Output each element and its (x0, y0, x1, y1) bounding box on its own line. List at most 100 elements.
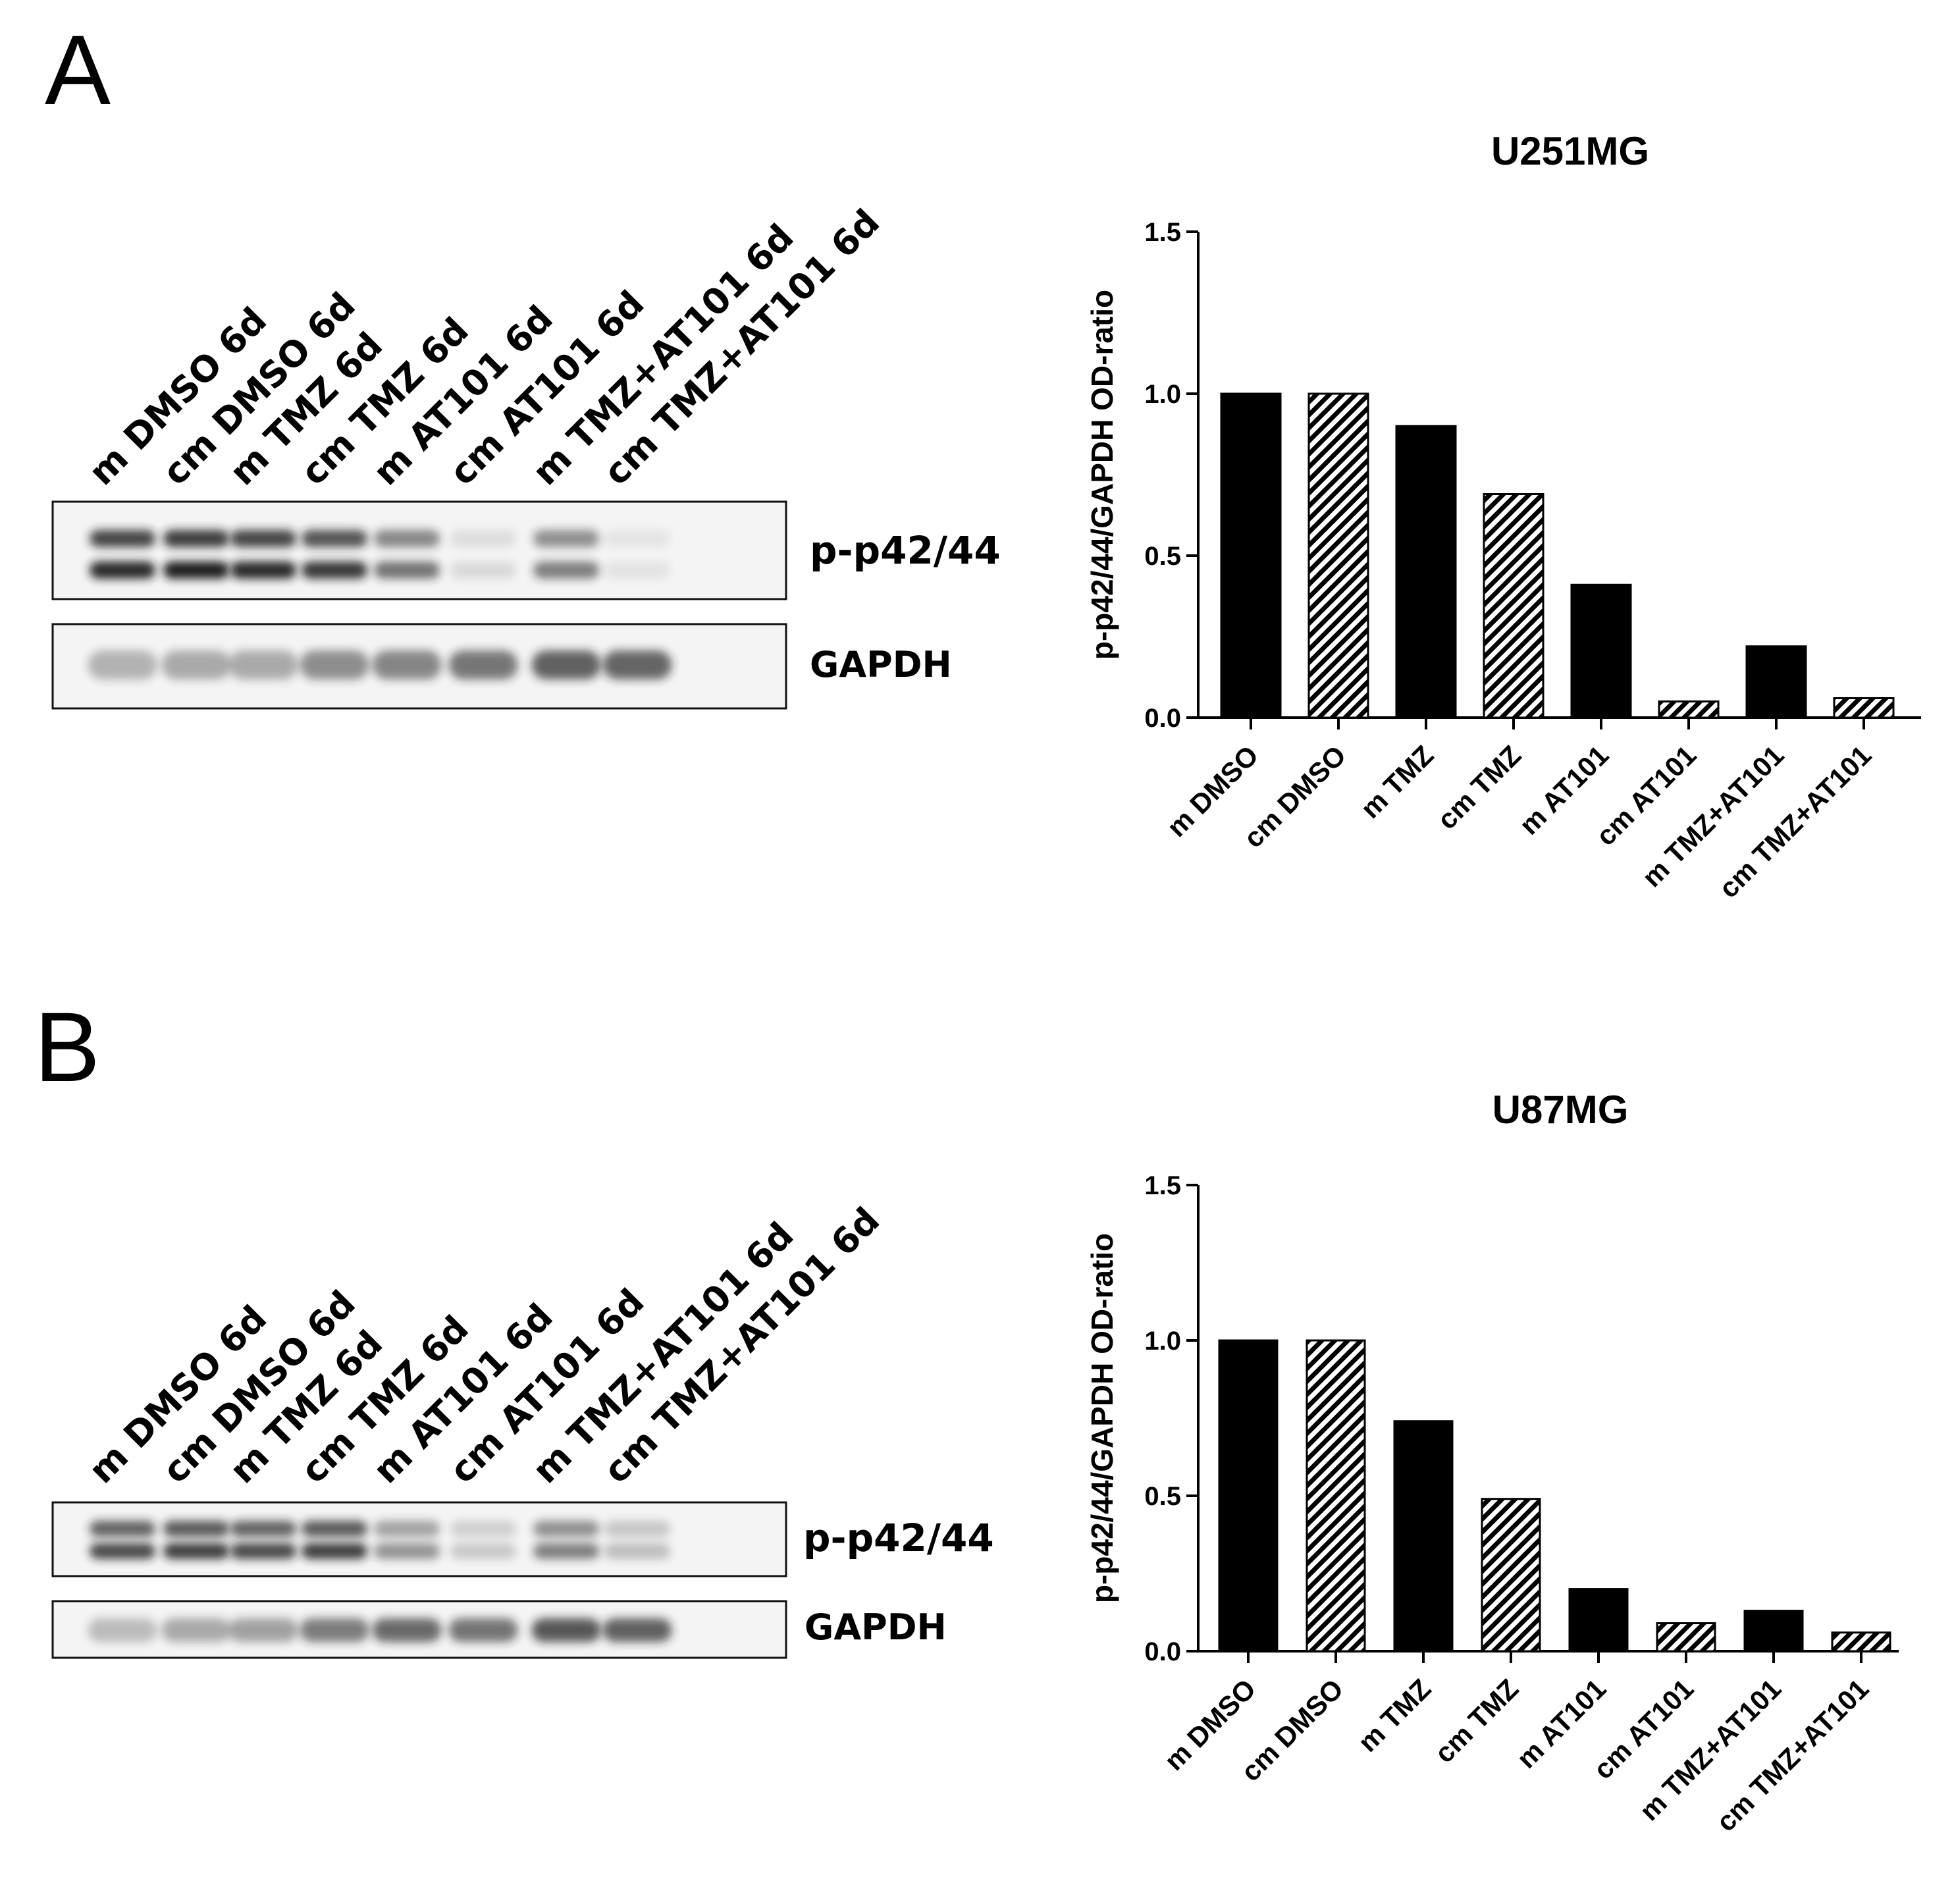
bar (1658, 700, 1720, 719)
blot-band (372, 1618, 442, 1642)
y-tick-label: 0.0 (1144, 704, 1181, 733)
blot-band (531, 650, 601, 679)
x-tick-label: cm TMZ+AT101 (1710, 1673, 1875, 1838)
blot-band (602, 1618, 672, 1642)
blot-band (450, 562, 516, 579)
bar (1306, 1339, 1366, 1653)
x-tick-label: m TMZ (1354, 739, 1439, 824)
y-tick-label: 1.5 (1144, 218, 1181, 247)
y-tick-label: 0.5 (1144, 1482, 1181, 1511)
y-tick-label: 1.5 (1144, 1171, 1181, 1200)
blot-band (302, 1521, 367, 1537)
blot-band (302, 562, 367, 579)
blot-band (602, 650, 672, 679)
bar (1833, 697, 1895, 719)
bar (1570, 583, 1632, 719)
blot-label-control-b: GAPDH (805, 1606, 947, 1648)
blot-band (374, 530, 440, 547)
blot-band (374, 1543, 440, 1559)
blot-band (163, 1521, 229, 1537)
bar (1307, 392, 1369, 719)
blot-band (448, 650, 518, 679)
lane-label: cm TMZ+AT101 6d (596, 1200, 888, 1492)
blot-band (604, 1543, 670, 1559)
blot-band (302, 1543, 367, 1559)
x-tick-label: cm TMZ (1429, 1673, 1524, 1768)
blot-band (161, 650, 231, 679)
y-axis-label: p-p42/44/GAPDH OD-ratio (1085, 290, 1119, 660)
x-tick-label: cm TMZ+AT101 (1713, 739, 1878, 904)
blot-box-target-b (51, 1501, 787, 1577)
blot-band (374, 1521, 440, 1537)
blot-band (372, 650, 442, 679)
bands-target-b (90, 1521, 670, 1559)
blot-band (448, 1618, 518, 1642)
bar (1481, 1498, 1541, 1653)
blot-band (604, 1521, 670, 1537)
blot-band (88, 650, 157, 679)
y-tick-label: 1.0 (1144, 1327, 1181, 1356)
x-tick-label: cm TMZ (1431, 739, 1527, 835)
y-tick-label: 0.5 (1144, 542, 1181, 571)
blot-band (90, 1543, 155, 1559)
blot-band (533, 562, 599, 579)
blot-band (533, 1521, 599, 1537)
bar (1395, 425, 1457, 719)
blot-band (533, 1543, 599, 1559)
bar (1218, 1339, 1279, 1653)
blot-band (531, 1618, 601, 1642)
bar (1831, 1631, 1891, 1653)
bar (1745, 645, 1807, 719)
y-tick-label: 0.0 (1144, 1637, 1181, 1666)
blot-band (230, 1543, 296, 1559)
bar (1656, 1622, 1716, 1653)
bar-chart-a: U251MG 0.0 0.5 1.0 1.5 p-p42/44/GAPDH OD-rati… (1085, 129, 1921, 904)
bar (1568, 1588, 1629, 1653)
blot-band (161, 1618, 231, 1642)
panel-letter-b: B (34, 992, 100, 1102)
blot-band (90, 562, 155, 579)
bands-control-b (88, 1618, 672, 1642)
x-tick-label: m TMZ (1352, 1673, 1437, 1758)
blot-box-target-a (51, 500, 787, 600)
blot-label-target-a: p-p42/44 (810, 528, 1001, 573)
blot-band (450, 1521, 516, 1537)
bar (1393, 1420, 1454, 1653)
bands-control-a (88, 650, 672, 679)
y-tick-label: 1.0 (1144, 380, 1181, 409)
blot-band (533, 530, 599, 547)
blot-band (604, 530, 670, 547)
bar (1743, 1610, 1804, 1653)
chart-title: U251MG (1491, 129, 1649, 173)
blot-band (230, 562, 296, 579)
blot-band (163, 562, 229, 579)
blot-band (163, 530, 229, 547)
chart-title: U87MG (1492, 1088, 1629, 1132)
blot-band (302, 530, 367, 547)
blot-band (88, 1618, 157, 1642)
blot-band (450, 1543, 516, 1559)
bar-chart-b: U87MG 0.0 0.5 1.0 1.5 p-p42/44/GAPDH OD-ratio… (1085, 1088, 1899, 1838)
lane-label: cm TMZ+AT101 6d (596, 201, 888, 494)
blot-label-target-b: p-p42/44 (803, 1516, 994, 1560)
panel-letter-a: A (45, 14, 111, 125)
blot-band (604, 562, 670, 579)
blot-band (90, 1521, 155, 1537)
blot-band (230, 530, 296, 547)
blot-band (163, 1543, 229, 1559)
y-axis-label: p-p42/44/GAPDH OD-ratio (1085, 1233, 1119, 1603)
blot-band (228, 650, 298, 679)
bands-target-a (90, 530, 670, 579)
blot-band (374, 562, 440, 579)
bar (1483, 493, 1545, 719)
blot-band (230, 1521, 296, 1537)
blot-band (300, 1618, 369, 1642)
blot-band (228, 1618, 298, 1642)
bar (1220, 392, 1282, 719)
blot-band (90, 530, 155, 547)
